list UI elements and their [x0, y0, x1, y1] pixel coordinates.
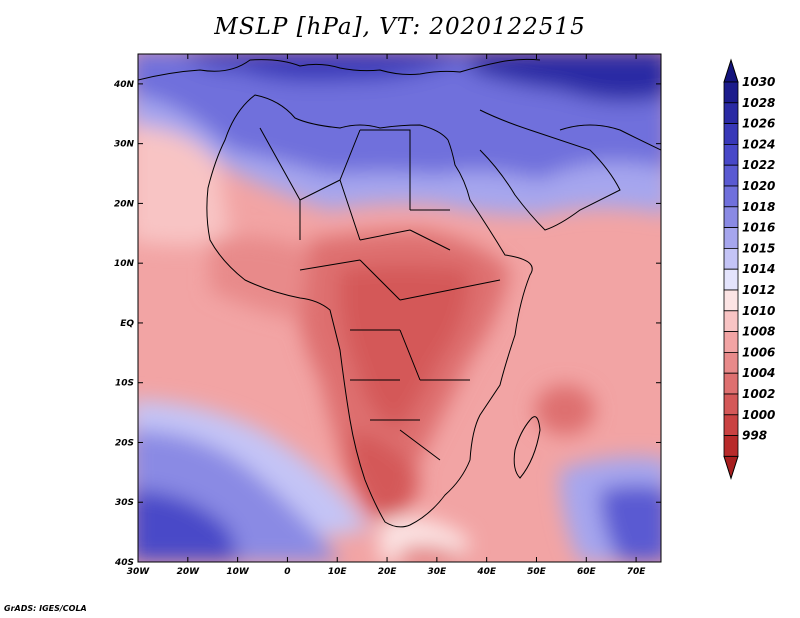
lon-tick-label: 20E: [378, 567, 398, 577]
field-south-low: [350, 430, 420, 525]
colorbar-swatch: [723, 247, 739, 270]
colorbar-label: 1012: [742, 283, 775, 297]
lat-tick-label: 10N: [114, 259, 135, 269]
europe-coastline: [138, 58, 541, 81]
iran-coastline: [559, 124, 661, 151]
colorbar-swatch: [723, 435, 739, 457]
lon-tick-label: 40E: [476, 567, 497, 577]
colorbar-label: 1022: [742, 158, 775, 172]
lat-tick-label: 30N: [114, 140, 135, 150]
lon-tick-label: 60E: [577, 567, 597, 577]
lon-tick-label: 30E: [428, 567, 448, 577]
colorbar-swatch: [723, 164, 739, 187]
lat-tick-label: 20N: [114, 199, 135, 209]
colorbar-label: 1016: [742, 221, 775, 235]
lat-tick-label: 40N: [113, 80, 135, 90]
colorbar-swatch: [723, 351, 739, 374]
colorbar-swatch: [723, 81, 739, 104]
colorbar-swatch: [723, 414, 739, 436]
lat-tick-label: 40S: [114, 558, 134, 568]
colorbar-swatch: [723, 123, 739, 145]
colorbar-label: 1006: [742, 345, 775, 359]
lat-tick-label: EQ: [120, 319, 134, 329]
colorbar-label: 1015: [742, 241, 775, 255]
arabia-coastline: [479, 109, 621, 231]
colorbar-label: 1002: [742, 387, 775, 401]
colorbar-swatch: [723, 331, 739, 353]
map-title: MSLP [hPa], VT: 2020122515: [214, 14, 586, 40]
lon-tick-label: 10W: [226, 567, 250, 577]
colorbar-label: 1020: [742, 179, 775, 193]
colorbar-swatch: [723, 102, 739, 125]
lon-tick-label: 70E: [627, 567, 647, 577]
colorbar-swatch: [723, 310, 739, 332]
lon-tick-label: 50E: [527, 567, 547, 577]
colorbar-bottom-arrow: [723, 455, 739, 481]
field-south-atlantic-core: [138, 490, 240, 562]
lon-tick-label: 10E: [328, 567, 348, 577]
colorbar-label: 1026: [742, 117, 775, 131]
colorbar-label: 1014: [742, 262, 775, 276]
colorbar: 1030 1028 1026 1024 1022 1020 1018 1016 1015 1014…: [723, 58, 775, 481]
madagascar-coastline: [513, 416, 541, 479]
colorbar-label: 1000: [742, 408, 775, 422]
colorbar-swatch: [723, 227, 739, 249]
colorbar-label: 1030: [742, 75, 775, 89]
colorbar-swatch: [723, 393, 739, 416]
colorbar-label: 998: [742, 429, 767, 443]
lat-tick-label: 20S: [115, 438, 134, 448]
grads-credit: GrADS: IGES/COLA: [4, 604, 87, 613]
colorbar-label: 1010: [742, 304, 775, 318]
field-south-indian-core: [600, 485, 661, 562]
colorbar-label: 1008: [742, 325, 775, 339]
lat-tick-label: 10S: [115, 379, 134, 389]
lat-axis: 40N 30N 20N 10N EQ 10S 20S 30S 40S: [113, 80, 661, 568]
field-west-africa: [210, 236, 310, 320]
colorbar-swatch: [723, 143, 739, 166]
lon-tick-label: 0: [284, 567, 290, 577]
colorbar-swatch: [723, 206, 739, 229]
lat-tick-label: 30S: [115, 498, 134, 508]
field-indian-low: [535, 385, 595, 435]
colorbar-label: 1024: [742, 137, 775, 151]
lon-tick-label: 30W: [127, 567, 151, 577]
colorbar-swatch: [723, 268, 739, 291]
colorbar-label: 1028: [742, 96, 775, 110]
pressure-field: [138, 54, 661, 562]
country-borders: [259, 127, 501, 461]
colorbar-swatch: [723, 289, 739, 312]
colorbar-top-arrow: [723, 58, 739, 83]
field-asia-high: [470, 54, 661, 102]
coastlines: [138, 58, 661, 528]
colorbar-label: 1004: [742, 366, 775, 380]
lon-axis: 30W 20W 10W 0 10E 20E 30E 40E 50E 60E 70E: [127, 54, 647, 577]
colorbar-label: 1018: [742, 200, 775, 214]
colorbar-swatch: [723, 372, 739, 395]
field-south-ocean-low: [400, 546, 470, 562]
colorbar-swatch: [723, 185, 739, 208]
field-central-low-core: [340, 265, 470, 430]
africa-coastline: [206, 94, 533, 528]
map-frame: [137, 53, 662, 563]
lon-tick-label: 20W: [177, 567, 201, 577]
